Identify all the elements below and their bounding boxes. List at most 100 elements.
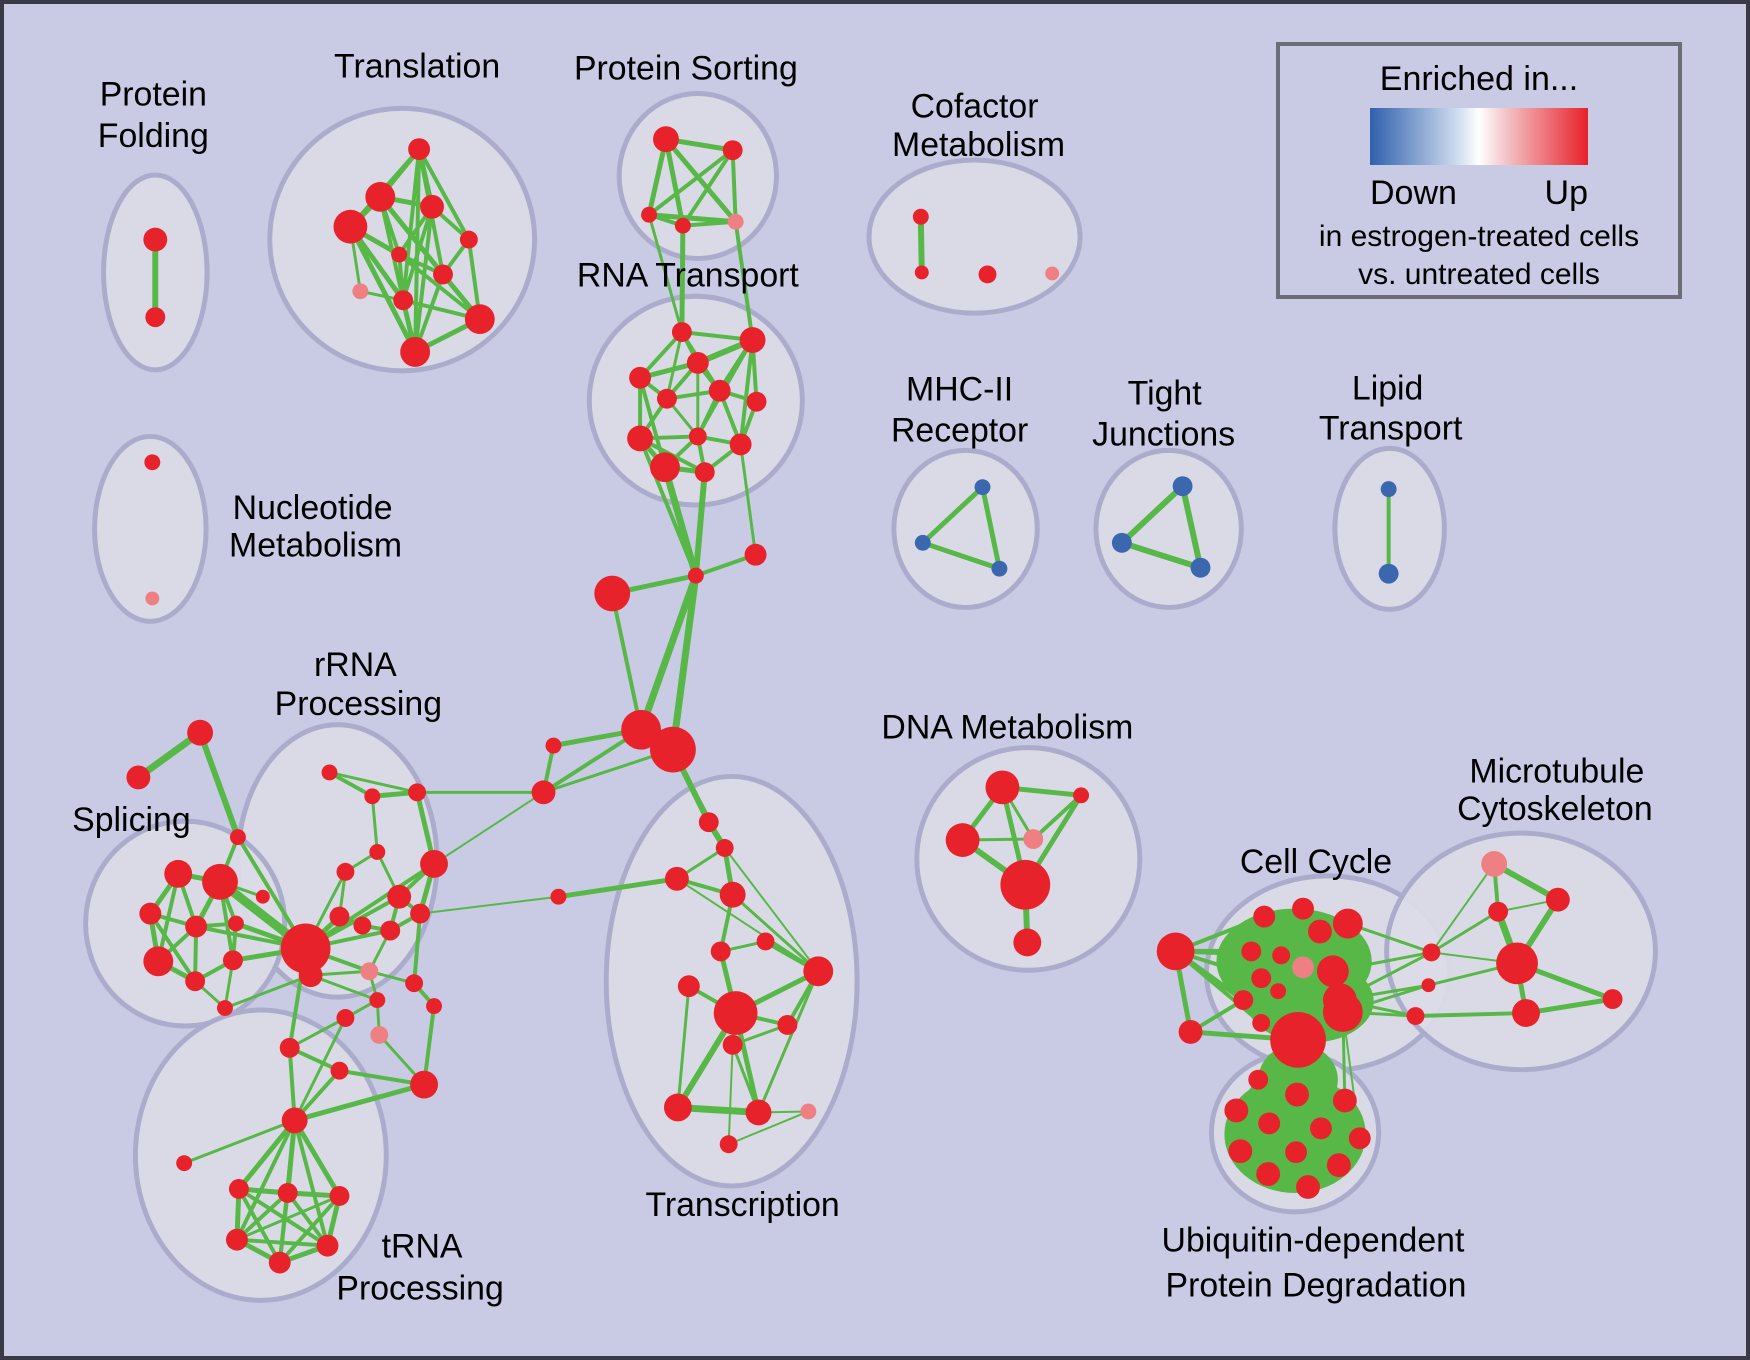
- gene-set-node-NM1: [144, 454, 161, 471]
- gene-set-node-CC5: [1308, 919, 1332, 944]
- edge-D4-X3: [731, 893, 820, 973]
- gene-set-node-S5: [227, 915, 244, 932]
- gene-set-node-S1: [164, 859, 193, 888]
- edge-MH1-MH2: [920, 484, 985, 546]
- gene-set-node-CC12: [1233, 990, 1254, 1011]
- cluster-label-microtubule-1: Microtubule: [1469, 752, 1644, 790]
- gene-set-node-RT9: [688, 427, 707, 446]
- gene-set-node-TJ3: [1190, 557, 1211, 578]
- cluster-label-cofactor-1: Cofactor: [911, 87, 1039, 125]
- edge-CCb2-U7: [1341, 1011, 1361, 1140]
- gene-set-node-R21: [410, 1070, 439, 1099]
- gene-set-node-S3: [139, 902, 162, 925]
- cluster-ellipse-trna-processing: [132, 1007, 389, 1303]
- gene-set-node-RT12: [694, 462, 715, 483]
- edge-MH1-MH3: [980, 484, 1002, 572]
- edge-T4-T9: [401, 204, 435, 303]
- gene-set-node-U8: [1228, 1139, 1253, 1164]
- edge-T3-T11: [347, 224, 418, 355]
- edge-D2-X3: [723, 847, 820, 973]
- gene-set-node-MT6: [1602, 989, 1623, 1010]
- gene-set-node-PS3: [641, 206, 658, 223]
- gene-set-node-R12: [410, 903, 431, 924]
- gene-set-node-R7: [420, 849, 448, 878]
- gene-set-node-G2: [126, 765, 151, 790]
- gene-set-node-R15: [369, 992, 386, 1009]
- gene-set-node-NM2: [145, 591, 160, 606]
- edge-CN1-CC4: [1302, 907, 1433, 954]
- edge-TP2-TP6: [277, 1190, 290, 1265]
- gene-set-node-U5: [1258, 1112, 1281, 1135]
- edge-RT8-C1: [638, 436, 698, 578]
- edge-PS4-PS5: [680, 219, 738, 228]
- cluster-label-nucleotide-1: Nucleotide: [233, 489, 393, 527]
- cluster-label-tight-1: Tight: [1128, 375, 1203, 413]
- gene-set-node-U4: [1224, 1098, 1249, 1123]
- edge-R17-R19: [288, 1016, 347, 1050]
- edge-X4-X8: [676, 984, 691, 1109]
- gene-set-node-G1: [187, 719, 214, 746]
- gene-set-node-PS1: [653, 126, 679, 153]
- edge-TJ1-TJ3: [1179, 483, 1204, 571]
- gene-set-node-RT4: [629, 366, 652, 389]
- cluster-label-splicing: Splicing: [72, 801, 190, 839]
- cluster-label-rna-transport: RNA Transport: [577, 256, 799, 294]
- gene-set-node-U1: [1248, 1069, 1269, 1090]
- cluster-label-protein-sorting: Protein Sorting: [574, 50, 798, 88]
- cluster-label-mhc-1: MHC-II: [906, 371, 1013, 409]
- edge-PS1-PS5: [663, 136, 739, 225]
- cluster-label-transcription: Transcription: [645, 1186, 839, 1224]
- edge-T4-T11: [413, 204, 435, 354]
- gene-set-node-RT10: [729, 433, 752, 456]
- gene-set-node-CN1: [1422, 943, 1441, 962]
- edge-MH2-MH3: [920, 540, 1002, 572]
- cluster-label-mhc-2: Receptor: [891, 411, 1028, 449]
- legend-box: Enriched in... Down Up in estrogen-treat…: [1276, 42, 1682, 299]
- legend-caption-line2: vs. untreated cells: [1358, 258, 1600, 291]
- gene-set-node-D4: [719, 881, 746, 908]
- edge-R22-TP3: [292, 1117, 342, 1199]
- gene-set-node-CF4: [1045, 266, 1060, 281]
- gene-set-node-X10: [800, 1103, 817, 1120]
- gene-set-node-TP1: [228, 1179, 249, 1199]
- gene-set-node-CN3: [1406, 1007, 1425, 1025]
- cluster-label-rrna-1: rRNA: [314, 646, 397, 684]
- gene-set-node-PF2: [145, 307, 166, 328]
- gene-set-node-PS4: [674, 217, 691, 234]
- gene-set-node-T9: [393, 290, 414, 311]
- cluster-label-protein-folding-2: Folding: [98, 117, 209, 155]
- gene-set-node-S4: [185, 915, 208, 938]
- edge-D3-D5: [555, 876, 680, 900]
- gene-set-node-CC6: [1332, 908, 1363, 939]
- gene-set-node-U12: [1296, 1175, 1320, 1199]
- edge-R12-D5: [419, 895, 560, 915]
- edge-PS1-PS4: [663, 136, 686, 229]
- gene-set-node-L1: [545, 737, 562, 754]
- legend-gradient-bar: [1370, 108, 1588, 165]
- cluster-label-cell-cycle: Cell Cycle: [1240, 843, 1392, 881]
- edge-C3-B1: [610, 591, 644, 732]
- gene-set-node-S9: [255, 889, 270, 904]
- gene-set-node-X1: [710, 941, 731, 962]
- edge-R20-R21: [337, 1068, 427, 1087]
- gene-set-node-MT1: [1481, 850, 1508, 877]
- gene-set-node-R16: [426, 998, 442, 1015]
- gene-set-node-U11: [1256, 1162, 1281, 1187]
- gene-set-node-CCh: [1156, 932, 1195, 971]
- edge-TJ1-TJ2: [1118, 483, 1186, 546]
- edge-R17-R22: [293, 1016, 347, 1122]
- gene-set-node-T4: [420, 194, 444, 219]
- gene-set-node-CC13: [1270, 983, 1287, 1000]
- gene-set-node-PS2: [722, 140, 743, 161]
- gene-set-node-DM3: [945, 823, 980, 857]
- edge-MT1-CN1: [1430, 862, 1496, 954]
- cluster-label-ubiquitin-2: Protein Degradation: [1166, 1266, 1467, 1304]
- gene-set-node-R14: [405, 974, 424, 993]
- edge-R22-TP5: [292, 1118, 330, 1248]
- edge-DM2-DM4: [1031, 793, 1084, 842]
- gene-set-node-D2: [715, 839, 734, 857]
- edge-TP4-TP5: [234, 1237, 330, 1248]
- gene-set-node-RT5: [657, 388, 677, 409]
- gene-set-node-X7: [722, 1034, 743, 1055]
- gene-set-node-T2: [365, 181, 396, 212]
